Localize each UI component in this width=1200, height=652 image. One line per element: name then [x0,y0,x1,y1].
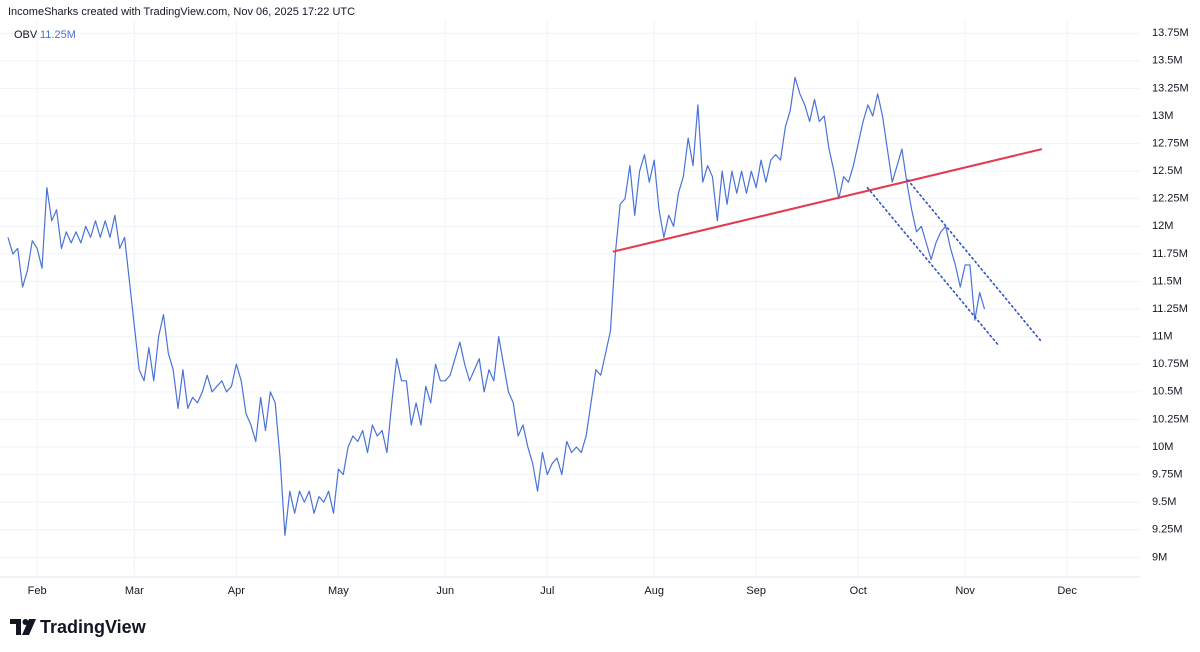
y-tick-label: 12.5M [1152,165,1183,177]
y-tick-label: 11.75M [1152,248,1188,260]
plot-area: 9M 9.25M 9.5M 9.75M 10M 10.25M 10.5M 10.75M 11M 1… [0,20,1189,597]
chart-header: IncomeSharks created with TradingView.co… [8,6,355,18]
y-tick-label: 12.75M [1152,137,1189,149]
x-tick-label: Aug [644,585,664,597]
x-tick-label: Oct [850,585,867,597]
x-tick-label: Sep [746,585,766,597]
logo-icon [10,619,36,635]
y-tick-label: 9.75M [1152,468,1183,480]
y-tick-label: 10M [1152,441,1173,453]
x-tick-label: Nov [955,585,975,597]
y-tick-label: 11M [1152,331,1173,343]
x-tick-label: Jun [436,585,454,597]
legend-label: OBV [14,29,38,41]
x-tick-label: Jul [540,585,554,597]
x-tick-label: Mar [125,585,144,597]
trend-line [612,148,1043,253]
y-tick-label: 11.5M [1152,275,1182,287]
y-tick-label: 13.75M [1152,27,1189,39]
y-tick-label: 9M [1152,551,1167,563]
legend-value: 11.25M [40,29,76,41]
x-tick-label: Dec [1057,585,1077,597]
x-tick-label: Feb [28,585,47,597]
y-tick-label: 11.25M [1152,303,1188,315]
y-tick-label: 12M [1152,220,1173,232]
y-tick-label: 12.25M [1152,193,1189,205]
y-tick-label: 10.25M [1152,413,1189,425]
x-tick-label: May [328,585,349,597]
y-tick-label: 9.5M [1152,496,1176,508]
series-line [7,76,986,536]
y-tick-label: 13M [1152,110,1173,122]
y-tick-label: 10.5M [1152,386,1183,398]
y-tick-label: 9.25M [1152,524,1183,536]
y-tick-label: 13.5M [1152,55,1183,67]
y-tick-label: 10.75M [1152,358,1189,370]
trend-line [866,186,1000,347]
logo-text: TradingView [40,617,147,637]
trend-line [906,179,1043,343]
y-tick-label: 13.25M [1152,82,1189,94]
x-tick-label: Apr [228,585,245,597]
